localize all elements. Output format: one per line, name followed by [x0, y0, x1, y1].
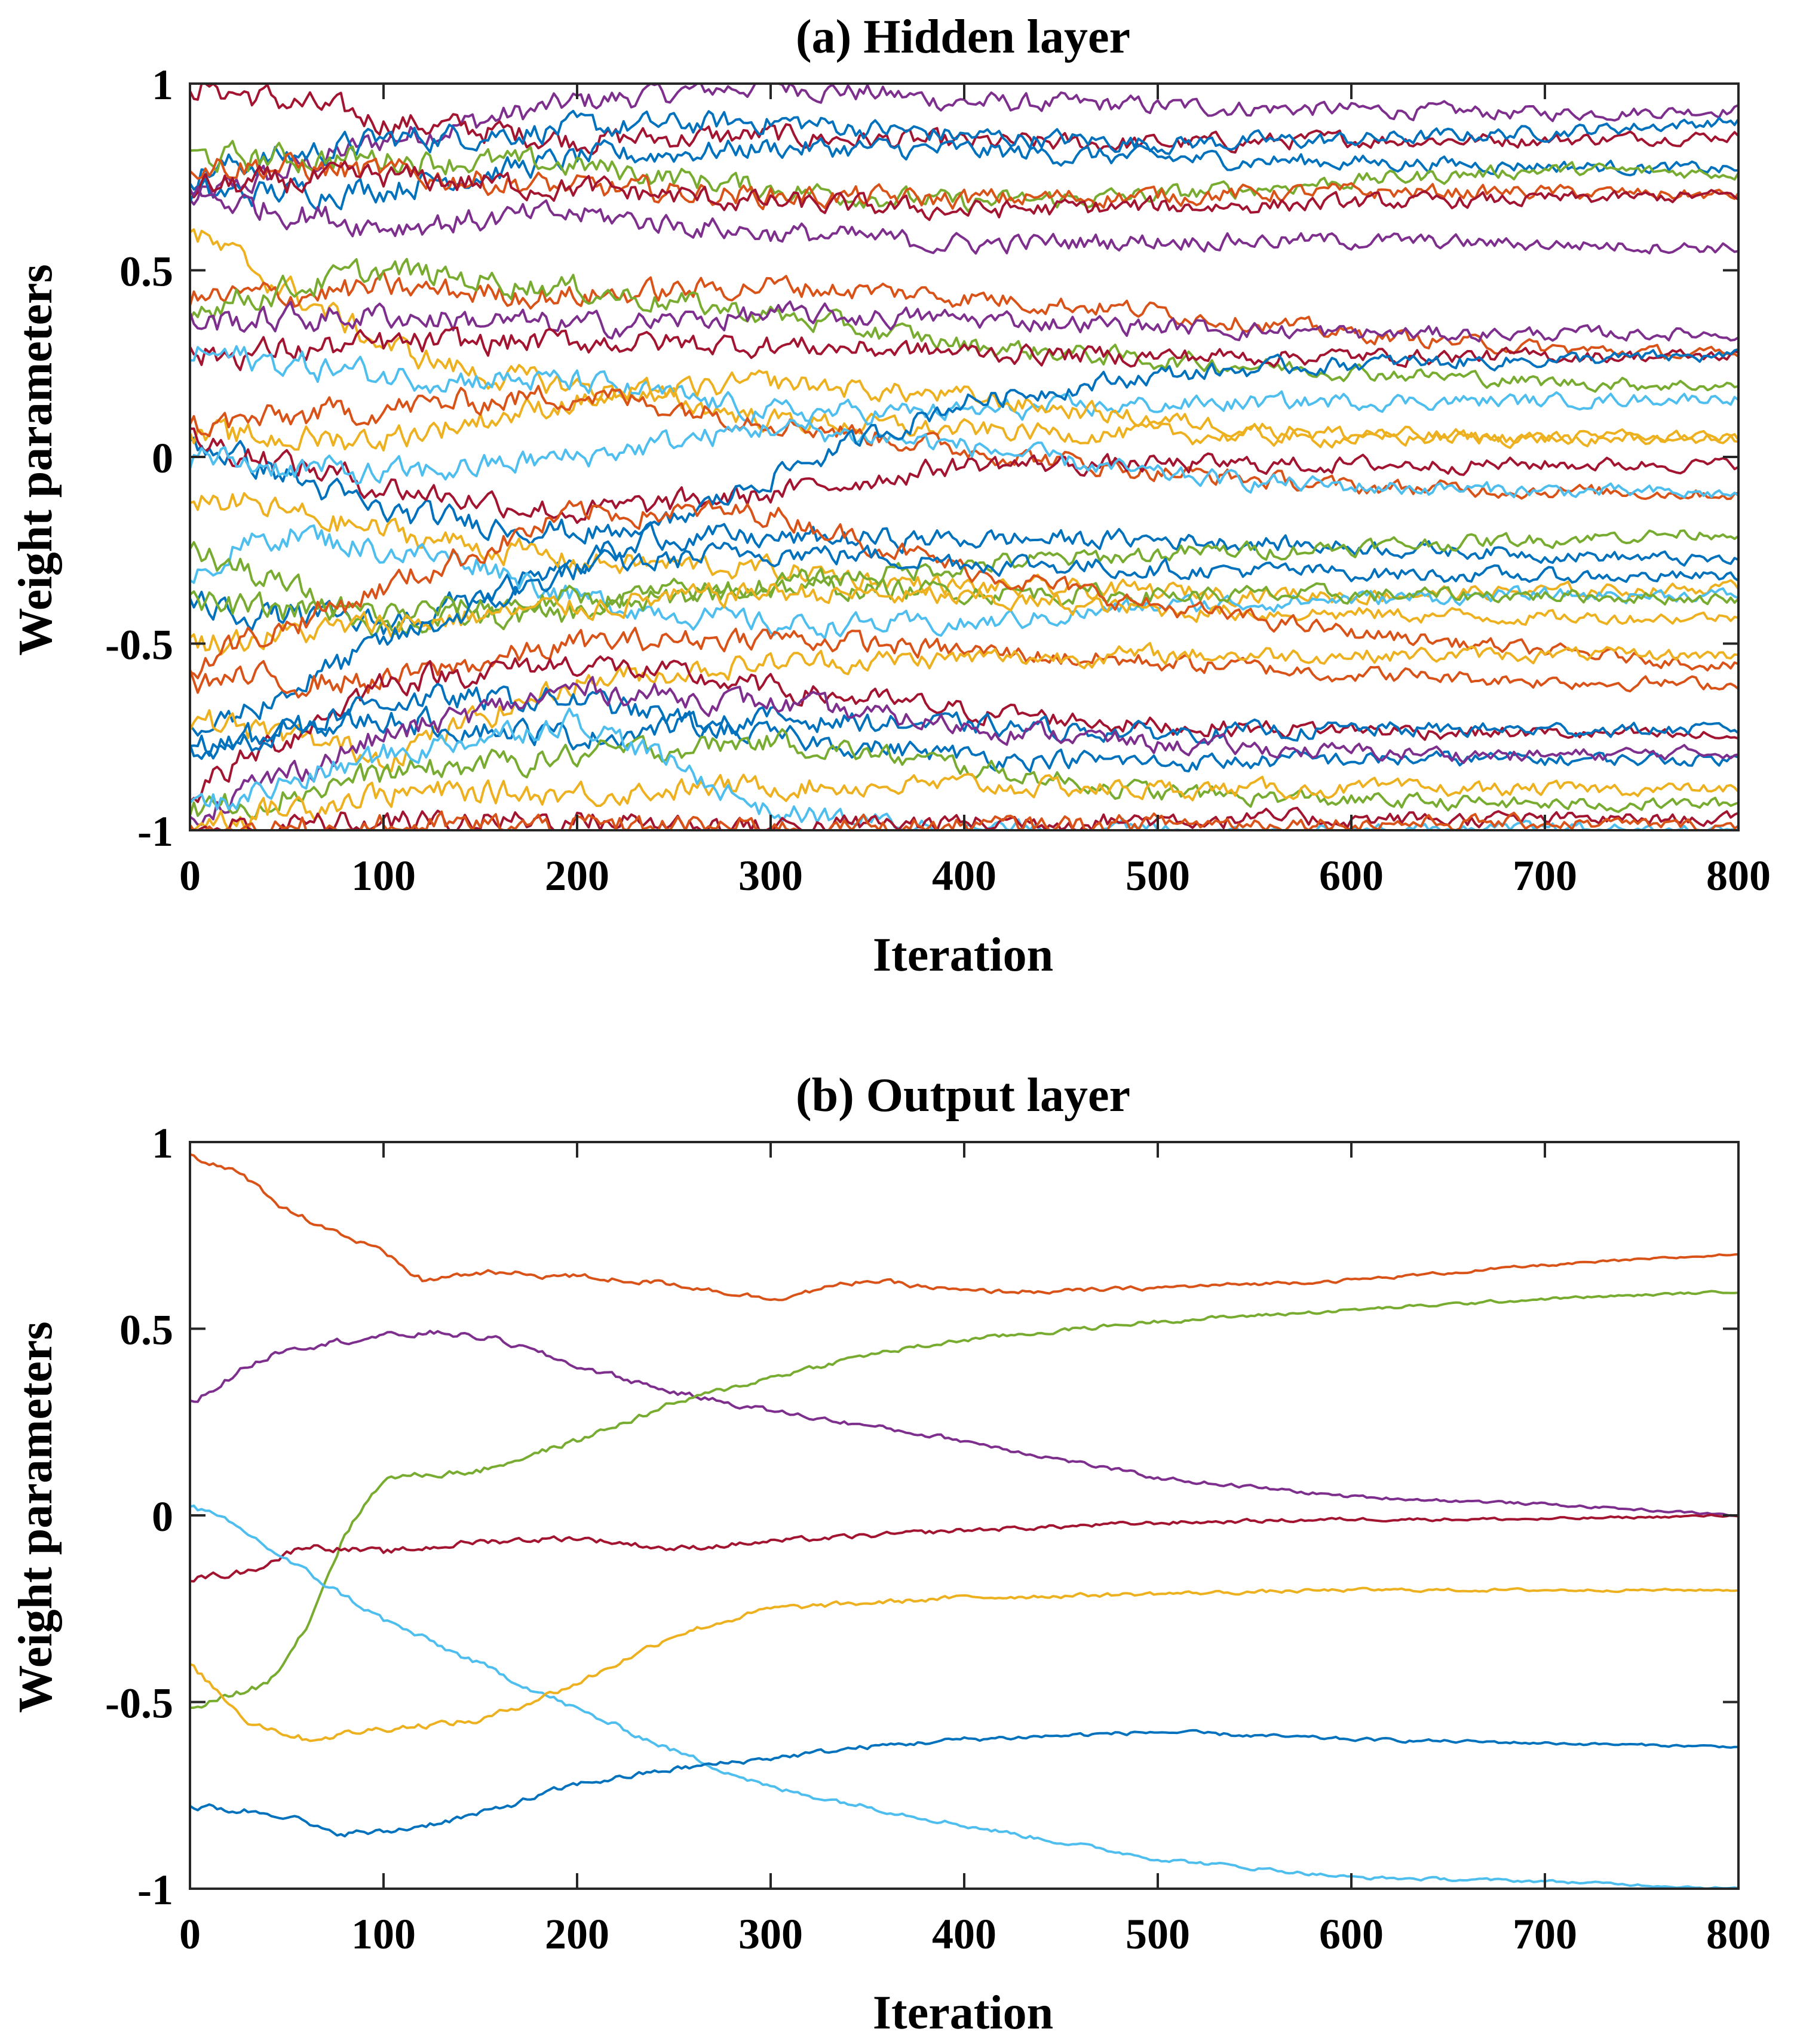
series-line-w36 [190, 707, 1738, 830]
series-line-w27 [190, 542, 1738, 737]
x-tick-label: 600 [1319, 1910, 1384, 1958]
x-tick-label: 700 [1513, 852, 1577, 900]
series-line-w11 [190, 257, 1738, 393]
x-tick-label: 0 [179, 852, 201, 900]
panel-a-hidden-layer: (a) Hidden layer Weight parameters Itera… [10, 11, 1771, 981]
x-tick-label: 0 [179, 1910, 201, 1958]
x-tick-label: 400 [932, 852, 996, 900]
chart-title: (b) Output layer [796, 1069, 1130, 1122]
y-tick-label: 0.5 [119, 248, 173, 296]
series-line-w6 [190, 1586, 1738, 1742]
x-tick-label: 700 [1513, 1910, 1577, 1958]
x-tick-label: 600 [1319, 852, 1384, 900]
series-line-w33 [190, 676, 1738, 826]
x-tick-label: 100 [351, 1910, 416, 1958]
series-line-w7 [190, 1729, 1738, 1838]
x-tick-label: 400 [932, 1910, 996, 1958]
series-line-w3 [190, 109, 1738, 191]
y-axis-label: Weight parameters [10, 1321, 62, 1712]
x-tick-label: 500 [1126, 852, 1190, 900]
series-line-w24 [190, 575, 1738, 622]
series-line-w16 [190, 369, 1738, 452]
y-tick-label: -1 [137, 1866, 173, 1914]
series-line-w14 [190, 437, 1738, 567]
series-line-w18 [190, 427, 1738, 524]
y-tick-label: 0 [152, 434, 173, 482]
series-line-w30 [190, 655, 1738, 803]
y-tick-label: -0.5 [105, 1680, 173, 1727]
series-line-w1 [190, 1153, 1738, 1302]
series-line-w13 [190, 326, 1738, 372]
x-tick-label: 200 [545, 1910, 609, 1958]
plot-area: 0 100 200 300 400 500 600 700 800 -1 -0.5 0 0.5 1 [105, 1119, 1771, 1958]
x-axis-label: Iteration [873, 929, 1053, 981]
series-line-w19 [190, 419, 1738, 499]
x-tick-label: 800 [1706, 852, 1771, 900]
y-tick-label: 0 [152, 1493, 173, 1540]
panel-b-output-layer: (b) Output layer Weight parameters Itera… [10, 1069, 1771, 2039]
series-line-w4 [190, 1514, 1738, 1583]
series-line-w35 [190, 773, 1738, 830]
series-line-w34 [190, 728, 1738, 820]
x-tick-label: 300 [738, 1910, 803, 1958]
series-line-w5 [190, 140, 1738, 213]
series-line-w1 [190, 84, 1738, 206]
x-tick-label: 300 [738, 852, 803, 900]
y-tick-label: 0.5 [119, 1306, 173, 1354]
series-line-w15 [190, 345, 1738, 426]
series-line-w32 [190, 683, 1738, 773]
series-line-w8 [190, 185, 1738, 255]
series-line-w7 [190, 160, 1738, 221]
chart-title: (a) Hidden layer [796, 11, 1130, 63]
series-line-w3 [190, 1290, 1738, 1710]
series-line-w6 [190, 152, 1738, 210]
x-axis-label: Iteration [873, 1987, 1053, 2039]
series-line-w31 [190, 705, 1738, 757]
y-tick-label: -0.5 [105, 621, 173, 669]
y-tick-label: 1 [152, 1119, 173, 1167]
series-line-w20 [190, 348, 1738, 636]
plot-frame [189, 1141, 1740, 1890]
series-line-w28 [190, 627, 1738, 699]
series-line-w5 [190, 1504, 1738, 1889]
plot-area: 0 100 200 300 400 500 600 700 800 -1 -0.5 0 0.5 1 [105, 61, 1771, 900]
series-line-w4 [190, 137, 1738, 211]
x-tick-label: 800 [1706, 1910, 1771, 1958]
x-tick-label: 200 [545, 852, 609, 900]
series-line-w21 [190, 492, 1738, 607]
series-line-w12 [190, 300, 1738, 343]
y-tick-label: -1 [137, 808, 173, 855]
series-line-w17 [190, 385, 1738, 501]
y-tick-label: 1 [152, 61, 173, 109]
y-axis-label: Weight parameters [10, 264, 62, 655]
x-tick-label: 100 [351, 852, 416, 900]
series-line-w2 [190, 1330, 1738, 1517]
x-tick-label: 500 [1126, 1910, 1190, 1958]
